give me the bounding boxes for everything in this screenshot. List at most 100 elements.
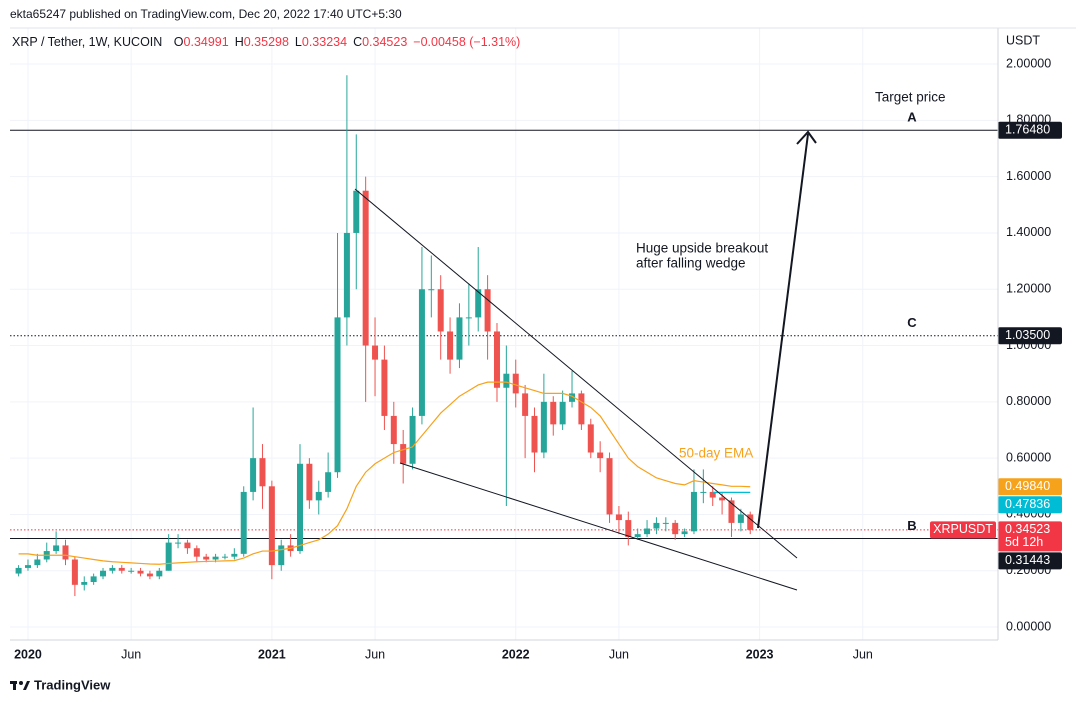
candle-body — [259, 458, 266, 487]
legend-change: −0.00458 (−1.31%) — [413, 35, 520, 49]
candle-body — [62, 545, 69, 560]
legend-key: L — [295, 35, 302, 49]
price-tag — [998, 552, 1062, 570]
candle-body — [681, 531, 688, 535]
price-tag — [998, 121, 1062, 139]
y-tick-label: 1.60000 — [1006, 169, 1051, 183]
candle-body — [175, 542, 182, 544]
candle-body — [240, 491, 247, 554]
breakout-note: after falling wedge — [636, 256, 746, 271]
candle-body — [381, 359, 388, 416]
x-tick-label: Jun — [853, 647, 873, 661]
legend-key: C — [353, 35, 362, 49]
y-tick-label: 0.80000 — [1006, 394, 1051, 408]
price-tag-label: 5d 12h — [1005, 535, 1043, 549]
y-tick-label: 0.00000 — [1006, 619, 1051, 633]
legend-value: 0.35298 — [244, 35, 289, 49]
wedge-lower-line — [399, 462, 798, 591]
candle-body — [250, 458, 257, 492]
x-tick-label: Jun — [609, 647, 629, 661]
candle-body — [540, 401, 547, 453]
candle-body — [53, 545, 60, 552]
candle-body — [465, 317, 472, 319]
candle-body — [709, 491, 716, 498]
price-tag-label: 1.76480 — [1005, 123, 1050, 137]
candle-body — [221, 556, 228, 558]
wedge-upper-line — [354, 188, 798, 559]
candle-body — [118, 567, 125, 571]
candle-body — [353, 190, 360, 233]
legend-key: H — [235, 35, 244, 49]
candle-body — [400, 444, 407, 464]
candle-body — [644, 528, 651, 535]
x-tick-label: 2022 — [502, 647, 530, 661]
candle-body — [437, 289, 444, 332]
candle-body — [203, 556, 210, 560]
candle-body — [559, 401, 566, 425]
candle-body — [625, 520, 632, 537]
price-tag-label: 1.03500 — [1005, 328, 1050, 342]
candle-body — [268, 486, 275, 566]
breakout-arrow — [757, 133, 809, 529]
candle-body — [503, 373, 510, 388]
candle-body — [390, 415, 397, 445]
target-note: Target price — [875, 90, 946, 105]
legend-value: 0.34523 — [362, 35, 407, 49]
candle-body — [71, 559, 78, 585]
candle-body — [343, 232, 350, 318]
candle-body — [475, 289, 482, 318]
candle-body — [128, 570, 135, 572]
publisher-line: ekta65247 published on TradingView.com, … — [10, 7, 402, 21]
candle-body — [737, 514, 744, 523]
candle-body — [700, 491, 707, 493]
plot — [10, 75, 998, 597]
candle-body — [193, 548, 200, 557]
candle-body — [719, 497, 726, 501]
level-name: A — [907, 110, 917, 125]
candle-body — [372, 345, 379, 360]
legend-value: 0.33234 — [302, 35, 347, 49]
candle-body — [24, 565, 31, 568]
candle-body — [428, 289, 435, 291]
candle-body — [512, 373, 519, 394]
candle-body — [297, 463, 303, 552]
candle-body — [672, 522, 679, 535]
legend-value: 0.34991 — [184, 35, 229, 49]
candle-body — [615, 514, 622, 521]
x-tick-label: 2023 — [746, 647, 774, 661]
candle-body — [690, 491, 697, 532]
candle-body — [90, 576, 97, 583]
price-tag-label: 0.31443 — [1005, 553, 1050, 567]
x-tick-label: Jun — [365, 647, 385, 661]
breakout-note: Huge upside breakout — [636, 241, 768, 256]
candle-body — [747, 514, 754, 530]
legend-symbol: XRP / Tether, 1W, KUCOIN — [12, 35, 162, 49]
candle-body — [587, 424, 594, 453]
candle-body — [231, 553, 238, 557]
candle-body — [156, 570, 163, 577]
candle-body — [634, 534, 641, 537]
candle-body — [569, 393, 576, 402]
legend-key: O — [174, 35, 184, 49]
ema-label: 50-day EMA — [679, 446, 753, 461]
candle-body — [184, 542, 191, 549]
price-tag-label: 0.34523 — [1005, 522, 1050, 536]
candle-body — [146, 573, 153, 577]
candle-body — [418, 289, 425, 416]
candle-body — [597, 452, 604, 459]
x-tick-label: 2020 — [14, 647, 42, 661]
x-tick-label: Jun — [121, 647, 141, 661]
candle-body — [362, 190, 369, 346]
candle-body — [493, 331, 500, 388]
candle-body — [334, 317, 341, 473]
y-tick-label: 0.60000 — [1006, 450, 1051, 464]
candle-body — [456, 317, 463, 360]
candle-body — [15, 567, 22, 574]
candle-body — [662, 522, 669, 524]
candle-body — [212, 556, 219, 560]
symbol-tag — [930, 521, 996, 539]
candle-body — [165, 542, 172, 571]
y-tick-label: 1.40000 — [1006, 225, 1051, 239]
